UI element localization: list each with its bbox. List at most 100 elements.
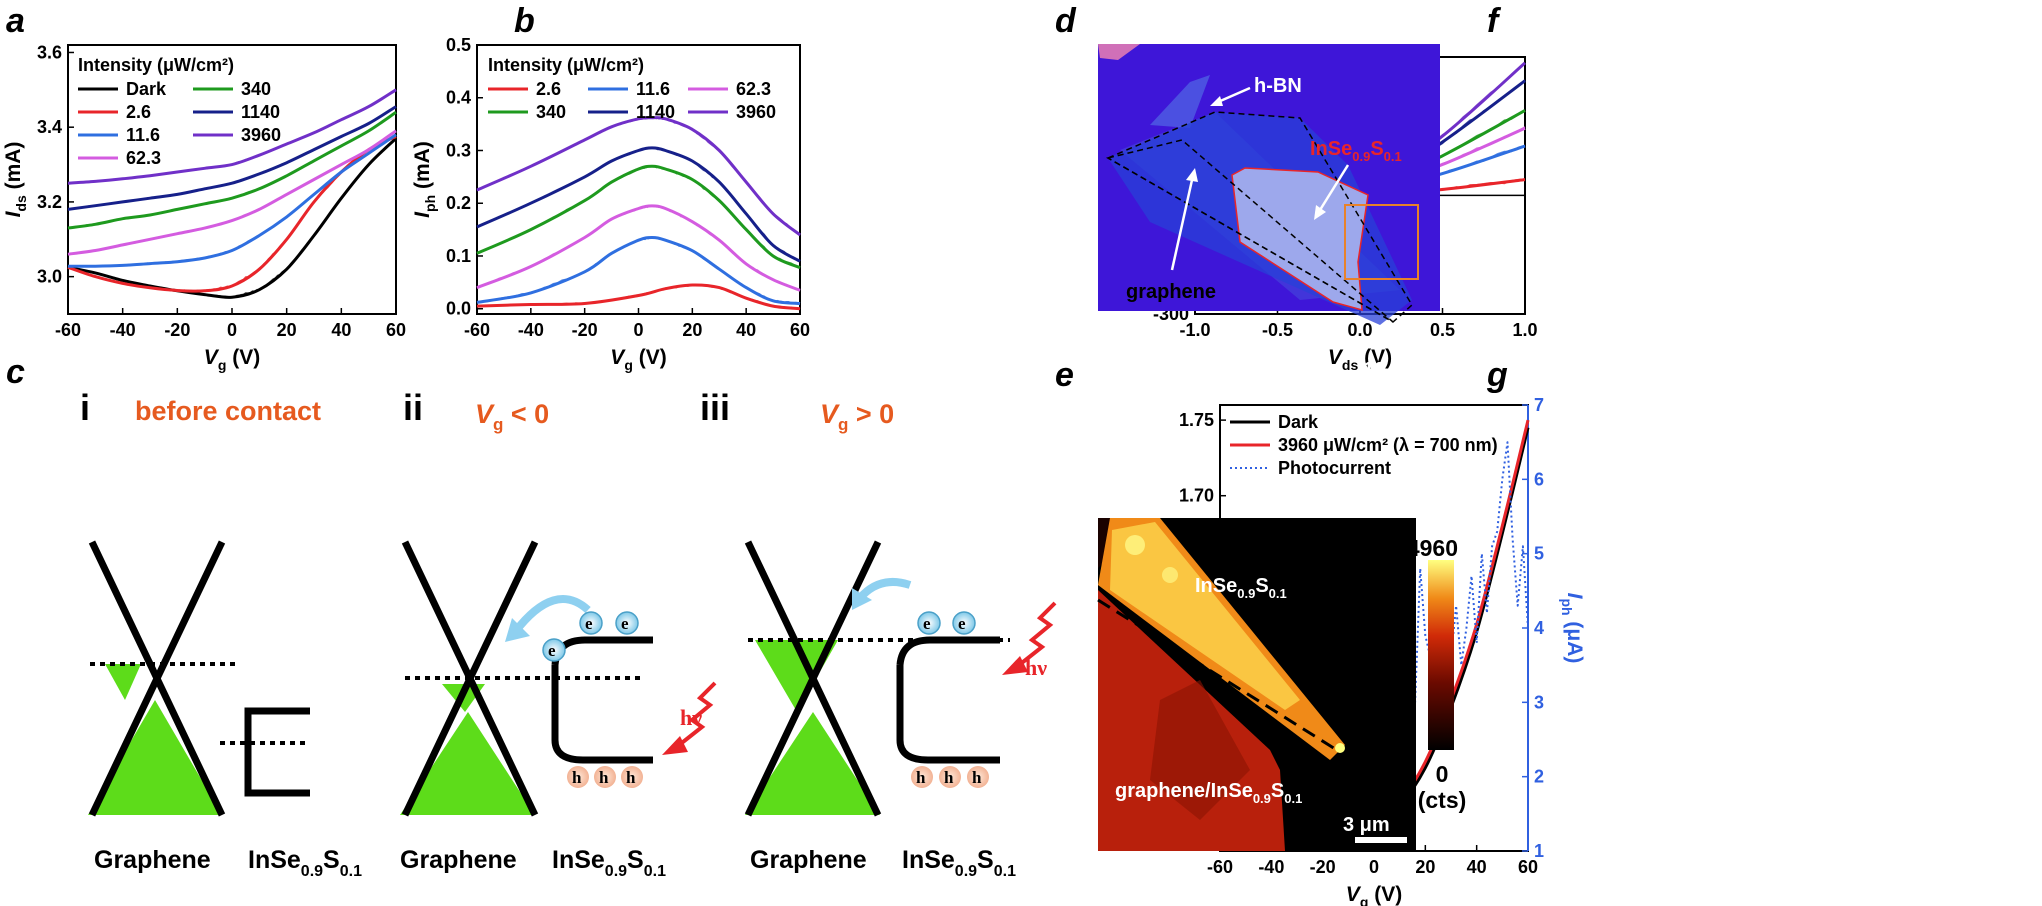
a-legend-title: Intensity (μW/cm²) xyxy=(78,55,234,75)
b-xtick-label: -40 xyxy=(518,320,544,340)
f-xlabel-sub: ds xyxy=(1342,357,1359,373)
b-ytick-label: 0.5 xyxy=(446,35,471,55)
c-i-semiconductor-bands xyxy=(244,707,310,797)
b-series-noise-5 xyxy=(476,116,801,236)
c-ii-condition: Vg < 0 xyxy=(475,399,549,434)
b-legend-label: 1140 xyxy=(636,102,675,122)
a-legend-label: 62.3 xyxy=(126,148,161,168)
b-series-5 xyxy=(476,116,801,237)
g-y2label: Iph (μA) xyxy=(1559,593,1586,664)
a-legend-label: 3960 xyxy=(241,125,281,145)
a-ylabel-unit: (mA) xyxy=(2,142,25,196)
b-legend-label: 2.6 xyxy=(536,79,561,99)
a-xtick-label: 0 xyxy=(227,320,237,340)
c-i-graphene-label: Graphene xyxy=(94,846,211,874)
a-ytick-label: 3.0 xyxy=(37,267,62,287)
b-xlabel-var: V xyxy=(610,346,626,369)
b-xlabel-sub: g xyxy=(624,357,633,373)
c-ii-photon-label: hν xyxy=(680,705,702,730)
e-edge-line xyxy=(1097,598,1341,754)
e-colorbar-unit: (cts) xyxy=(1418,787,1467,813)
a-legend-label: 1140 xyxy=(241,102,280,122)
c-iii-valence-band xyxy=(896,665,1000,764)
d-hbn-label: h-BN xyxy=(1254,75,1302,97)
d-graphene-label: graphene xyxy=(1126,281,1216,303)
c-ii-numeral: ii xyxy=(403,387,423,428)
g-y2tick-label: 6 xyxy=(1534,469,1544,489)
a-legend-label: 11.6 xyxy=(126,125,160,145)
a-xtick-label: 60 xyxy=(386,320,406,340)
panel-label-b: b xyxy=(514,2,535,40)
c-iii-numeral: iii xyxy=(700,387,730,428)
a-legend-label: 2.6 xyxy=(126,102,151,122)
a-series-3 xyxy=(67,129,397,256)
a-ylabel-var: I xyxy=(2,210,25,217)
d-selection-box xyxy=(1344,204,1419,280)
b-ytick-label: 0.2 xyxy=(446,193,471,213)
b-xtick-label: 60 xyxy=(790,320,810,340)
g-y2tick-label: 3 xyxy=(1534,692,1544,712)
a-ylabel: Ids (mA) xyxy=(2,142,29,218)
g-y2tick-label: 4 xyxy=(1534,618,1544,638)
b-xtick-label: -20 xyxy=(572,320,598,340)
c-iii-photon-label: hν xyxy=(1025,655,1047,680)
c-iii-material-label: InSe0.9S0.1 xyxy=(902,846,1016,880)
a-legend-label: 340 xyxy=(241,79,271,99)
g-y2label-unit: (μA) xyxy=(1563,616,1586,664)
f-xlabel-unit: (V) xyxy=(1358,346,1392,369)
panel-label-a: a xyxy=(6,2,25,40)
panel-d-micrograph: h-BN InSe0.9S0.1 graphene 10 μm xyxy=(1098,44,1440,387)
g-xtick-label: 40 xyxy=(1467,857,1487,877)
b-xtick-label: 0 xyxy=(633,320,643,340)
c-ii-graphene-label: Graphene xyxy=(400,846,517,874)
b-xlabel-unit: (V) xyxy=(633,346,667,369)
f-xtick-label: 1.0 xyxy=(1512,320,1537,340)
g-xlabel-unit: (V) xyxy=(1368,883,1402,906)
b-series-3 xyxy=(476,164,801,269)
b-series-noise-3 xyxy=(476,165,801,269)
c-iii-electron-1: e xyxy=(923,614,931,633)
f-xlabel-var: V xyxy=(1328,346,1344,369)
e-hetero-label: graphene/InSe0.9S0.1 xyxy=(1115,780,1302,806)
c-i-numeral: i xyxy=(80,387,90,428)
b-ylabel-unit: (mA) xyxy=(411,141,434,195)
d-scalebar xyxy=(1382,381,1430,387)
d-graphene-outline xyxy=(1106,139,1394,323)
b-ylabel: Iph (mA) xyxy=(411,141,438,218)
b-ylabel-var: I xyxy=(411,211,434,218)
g-legend-label: Dark xyxy=(1278,412,1319,432)
a-ylabel-sub: ds xyxy=(13,195,29,212)
f-xtick-label: 0.5 xyxy=(1430,320,1455,340)
a-series-2 xyxy=(67,133,397,268)
panel-label-f: f xyxy=(1487,2,1502,40)
f-xtick-label: -1.0 xyxy=(1179,320,1210,340)
c-ii-hole-2: h xyxy=(599,768,609,787)
b-legend-title: Intensity (μW/cm²) xyxy=(488,55,644,75)
g-y2label-sub: ph xyxy=(1559,598,1575,615)
a-series-5 xyxy=(67,105,397,211)
g-xlabel-var: V xyxy=(1346,883,1362,906)
b-ytick-label: 0.0 xyxy=(446,299,471,319)
a-xtick-label: 20 xyxy=(277,320,297,340)
g-y2tick-label: 2 xyxy=(1534,767,1544,787)
d-material-label: InSe0.9S0.1 xyxy=(1310,138,1402,164)
panel-label-d: d xyxy=(1055,2,1077,40)
c-ii-material-label: InSe0.9S0.1 xyxy=(552,846,666,880)
a-xlabel-unit: (V) xyxy=(226,346,260,369)
g-y2tick-label: 5 xyxy=(1534,544,1544,564)
chart-a: -60 -40 -20 0 20 40 60 3.0 3.2 3.4 3.6 Vg (V) Ids (m… xyxy=(2,42,406,373)
a-xtick-label: 40 xyxy=(331,320,351,340)
b-ytick-label: 0.1 xyxy=(446,246,471,266)
c-ii-electron-3: e xyxy=(621,614,629,633)
e-colorbar-max: 14960 xyxy=(1394,535,1458,561)
c-iii-hole-3: h xyxy=(972,768,982,787)
c-i-dirac-cone xyxy=(88,540,226,817)
a-series-6 xyxy=(67,88,397,185)
c-iii-electron-2: e xyxy=(958,614,966,633)
c-iii-electron-flow-arrow xyxy=(856,578,912,601)
d-corner-particle xyxy=(1098,44,1140,60)
e-scalebar xyxy=(1355,837,1407,843)
a-xtick-label: -20 xyxy=(164,320,190,340)
b-ytick-label: 0.4 xyxy=(446,88,471,108)
e-colorbar-min: 0 xyxy=(1436,761,1449,787)
